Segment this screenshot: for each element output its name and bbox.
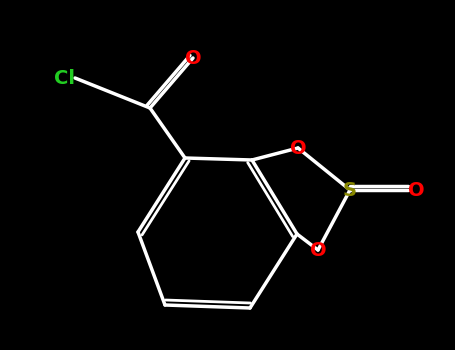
Text: O: O: [185, 49, 201, 68]
Text: S: S: [343, 181, 357, 199]
Text: O: O: [290, 139, 306, 158]
Text: O: O: [310, 240, 326, 259]
Text: Cl: Cl: [54, 69, 75, 88]
Text: O: O: [408, 181, 425, 199]
